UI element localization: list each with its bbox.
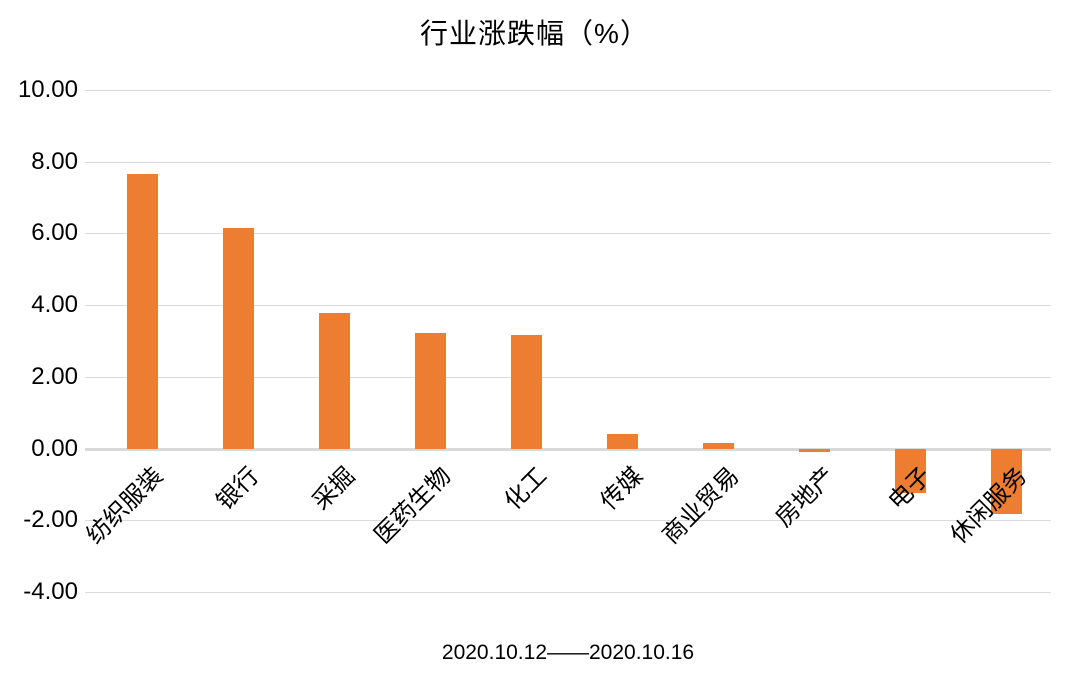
bar-5 xyxy=(510,335,542,449)
bar-1 xyxy=(126,173,158,449)
y-axis-tick-label: -4.00 xyxy=(23,578,78,605)
bar-2 xyxy=(222,228,254,449)
zero-axis-line xyxy=(85,447,1051,451)
bar-9 xyxy=(894,448,926,494)
bar-6 xyxy=(606,434,638,449)
gridline xyxy=(85,233,1051,235)
gridline xyxy=(85,90,1051,91)
y-axis-tick-label: 8.00 xyxy=(31,147,78,175)
gridline xyxy=(85,161,1051,163)
y-axis-tick-label: 2.00 xyxy=(31,362,78,390)
y-axis-tick-label: 10.00 xyxy=(17,76,78,103)
bar-7 xyxy=(702,443,734,449)
y-axis-tick-label: 4.00 xyxy=(31,291,78,319)
y-axis-tick-label: -2.00 xyxy=(23,506,78,534)
gridline xyxy=(85,376,1051,378)
y-axis-tick-label: 6.00 xyxy=(31,219,78,247)
bar-3 xyxy=(318,313,350,449)
gridline xyxy=(85,520,1051,522)
plot-area xyxy=(85,90,1051,593)
date-range-caption: 2020.10.12——2020.10.16 xyxy=(441,641,695,664)
bar-8 xyxy=(798,448,830,453)
gridline xyxy=(85,305,1051,307)
bar-10 xyxy=(990,448,1022,515)
bar-4 xyxy=(414,333,446,449)
chart-title: 行业涨跌幅（%） xyxy=(420,18,649,49)
gridline xyxy=(85,592,1051,593)
y-axis-tick-label: 0.00 xyxy=(31,434,78,462)
